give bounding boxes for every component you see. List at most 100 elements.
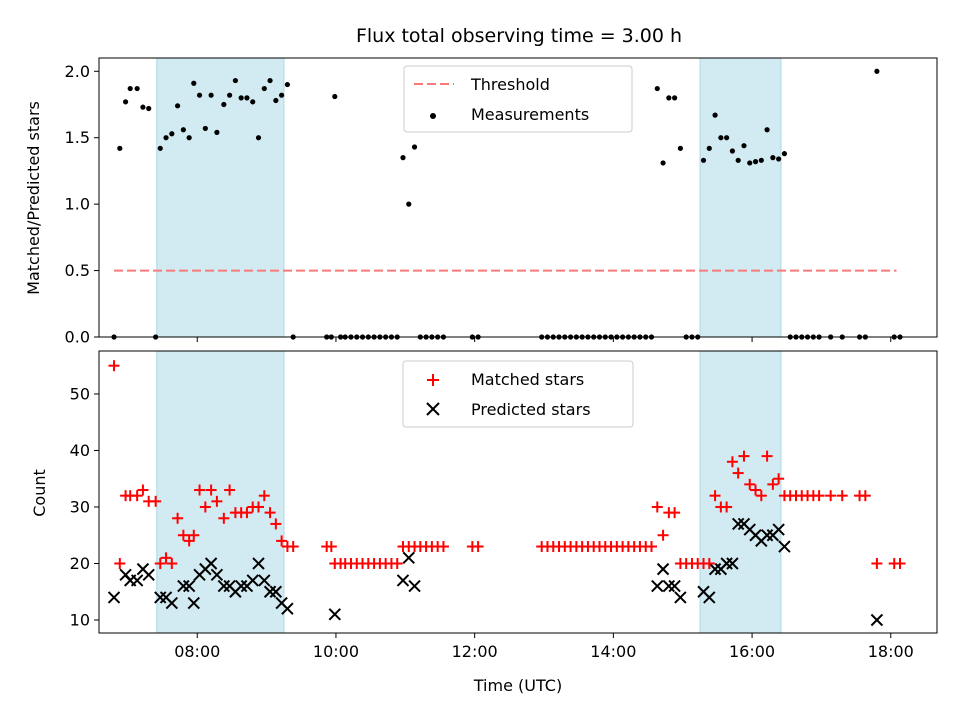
matched-point [813, 490, 825, 502]
shaded-interval [699, 57, 782, 338]
matched-point [241, 507, 253, 519]
shaded-interval [156, 57, 285, 338]
measurement-point [764, 127, 770, 133]
matched-point [131, 490, 143, 502]
predicted-point [210, 568, 224, 581]
predicted-point [177, 579, 190, 593]
shaded-interval [156, 350, 285, 634]
matched-point [160, 552, 172, 564]
measurement-point [729, 148, 736, 154]
measurement-point [238, 95, 244, 101]
matched-point [744, 478, 756, 490]
legend-threshold-label: Threshold [470, 75, 550, 94]
predicted-point [731, 517, 745, 531]
predicted-point [107, 591, 121, 604]
predicted-point [396, 574, 410, 587]
predicted-point [182, 579, 196, 593]
measurement-point [244, 95, 250, 101]
measurement-point [227, 92, 233, 98]
matched-point [657, 529, 669, 541]
measurement-point [874, 68, 880, 74]
top-axes-frame [98, 57, 938, 338]
shaded-interval [699, 350, 782, 634]
measurement-point [284, 81, 291, 88]
matched-point [669, 507, 681, 519]
y-tick-label: 2.0 [65, 62, 90, 81]
matched-stars-series [108, 360, 906, 569]
measurement-point [718, 135, 724, 141]
measurement-point [752, 159, 759, 165]
measurement-point [196, 92, 203, 98]
matched-point [825, 490, 837, 502]
predicted-point [234, 579, 248, 593]
measurement-point [776, 156, 782, 162]
matched-point [472, 541, 484, 553]
matched-point [183, 535, 195, 547]
matched-point [114, 557, 126, 569]
measurement-point [724, 135, 730, 141]
matched-point [276, 535, 288, 547]
measurement-point [660, 160, 666, 166]
measurement-point [117, 145, 123, 151]
bottom-legend: Matched stars Predicted stars [402, 360, 634, 428]
predicted-point [269, 585, 283, 598]
measurement-point [174, 103, 181, 109]
predicted-point [142, 568, 155, 581]
predicted-point [204, 557, 218, 570]
measurement-point [208, 92, 214, 98]
matched-point [738, 450, 750, 462]
predicted-point [656, 562, 670, 576]
predicted-point [187, 596, 200, 610]
legend-matched-swatch [427, 374, 439, 386]
measurement-point [666, 95, 672, 101]
matched-point [750, 484, 762, 496]
predicted-point [772, 523, 785, 536]
matched-point [726, 456, 738, 468]
matched-point [137, 484, 149, 496]
matched-point [767, 478, 779, 490]
measurement-point [134, 85, 140, 92]
top-x-ticks [196, 337, 892, 342]
measurement-point [202, 125, 208, 132]
x-tick-label: 16:00 [729, 642, 775, 661]
y-tick-label: 30 [70, 497, 90, 516]
predicted-point [726, 557, 739, 570]
matched-point [859, 490, 871, 502]
top-y-ticks: 0.0 0.5 1.0 1.5 2.0 [65, 62, 99, 347]
matched-point [437, 541, 449, 553]
measurement-point [741, 143, 747, 149]
x-tick-label: 14:00 [590, 642, 636, 661]
predicted-point [760, 529, 774, 542]
matched-point [211, 495, 223, 507]
predicted-point [703, 591, 716, 604]
matched-point [761, 450, 773, 462]
measurement-point [781, 151, 788, 157]
matched-point [194, 484, 206, 496]
x-axis-label: Time (UTC) [473, 676, 562, 695]
bottom-panel: 10 20 30 40 50 08:00 10:00 12:00 14:00 16:00 18:0… [30, 350, 938, 695]
predicted-point [328, 608, 342, 621]
y-tick-label: 0.0 [65, 328, 90, 347]
predicted-point [252, 557, 265, 570]
legend-measurements-label: Measurements [471, 105, 589, 124]
matched-point [732, 467, 744, 479]
measurement-point [163, 135, 169, 141]
predicted-point [408, 579, 421, 593]
measurement-point [157, 145, 163, 151]
bottom-y-axis-label: Count [30, 469, 49, 517]
predicted-point [154, 591, 167, 604]
measurement-point [758, 157, 764, 163]
predicted-point [165, 596, 179, 610]
matched-point [188, 529, 200, 541]
measurement-point [255, 135, 262, 141]
y-tick-label: 50 [70, 384, 90, 403]
x-tick-label: 08:00 [174, 642, 220, 661]
predicted-point [674, 591, 687, 604]
matched-point [177, 529, 189, 541]
predicted-point [662, 579, 676, 593]
measurement-point [186, 135, 192, 141]
bottom-x-ticks: 08:00 10:00 12:00 14:00 16:00 18:00 [174, 633, 914, 661]
measurement-point [122, 99, 129, 105]
matched-point [224, 484, 236, 496]
predicted-point [708, 562, 722, 576]
